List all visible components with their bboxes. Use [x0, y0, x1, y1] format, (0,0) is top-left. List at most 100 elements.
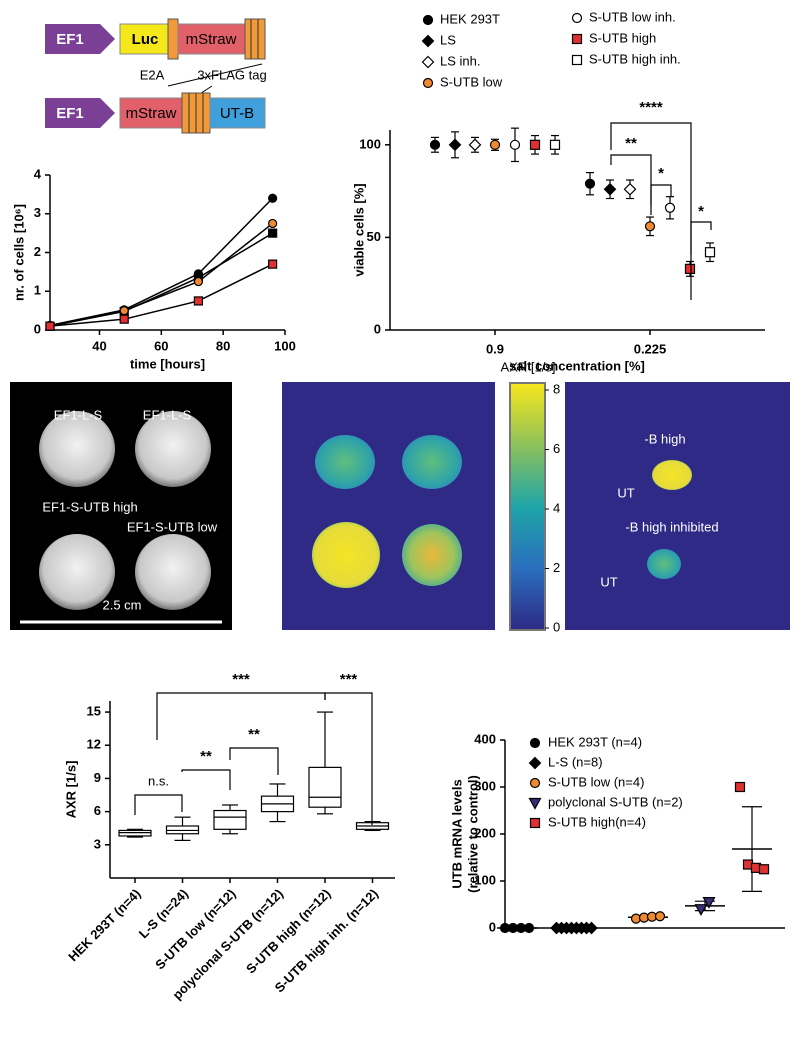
x-tick-label: 100	[274, 338, 296, 353]
x-tick-label: 40	[92, 338, 106, 353]
series-line	[49, 263, 273, 327]
promoter-arrow	[45, 24, 115, 54]
x-tick-label: 80	[216, 338, 230, 353]
y-tick-label: 15	[87, 704, 101, 719]
sample-label: EF1-S-UTB high	[42, 499, 137, 514]
image-panels: EF1-L-S EF1-L-S EF1-S-UTB high EF1-S-UTB…	[10, 359, 790, 631]
promoter-label: EF1	[56, 31, 84, 48]
significance-label: ***	[340, 671, 358, 688]
y-tick-label: 0	[34, 321, 41, 336]
y-tick-label: 200	[474, 825, 496, 840]
scale-bar-label: 2.5 cm	[102, 597, 141, 612]
y-tick-label: 2	[34, 244, 41, 259]
box	[213, 809, 247, 830]
marker	[422, 14, 434, 26]
marker	[664, 202, 676, 213]
marker	[489, 139, 501, 150]
marker	[623, 182, 637, 196]
significance-bracket	[156, 692, 326, 740]
legend-label: LS inh.	[440, 53, 480, 68]
marker	[571, 12, 583, 24]
marker	[585, 921, 598, 935]
colorbar-tick-label: 4	[553, 500, 560, 515]
y-tick-label: 9	[94, 770, 101, 785]
marker	[523, 922, 535, 934]
sample-map	[315, 435, 375, 489]
marker	[429, 139, 441, 150]
marker	[584, 178, 596, 189]
significance-bracket	[181, 769, 231, 790]
legend-label: HEK 293T	[440, 11, 500, 26]
colorbar-tick-label: 6	[553, 441, 560, 456]
significance-label: n.s.	[148, 773, 169, 788]
sample-disc	[135, 411, 211, 487]
sample-map	[402, 524, 462, 586]
legend-label: S-UTB high inh.	[589, 51, 681, 66]
marker	[734, 781, 746, 793]
y-tick-label: 0	[374, 321, 381, 336]
promoter-arrow	[45, 98, 115, 128]
colorbar-tick-label: 8	[553, 381, 560, 396]
sample-label: EF1-L-S	[143, 407, 192, 422]
map-label: UT	[617, 485, 634, 500]
marker	[421, 34, 435, 48]
x-axis-label: salt concentration [%]	[509, 358, 645, 373]
sample-map	[652, 460, 692, 490]
sample-label: EF1-S-UTB low	[127, 519, 218, 534]
marker	[268, 218, 278, 229]
marker	[268, 259, 278, 269]
significance-label: *	[698, 203, 704, 220]
colorbar	[509, 382, 546, 631]
y-tick-label: 300	[474, 778, 496, 793]
e2a-label: E2A	[140, 67, 165, 82]
significance-label: *	[658, 165, 664, 182]
marker	[528, 756, 542, 770]
series-line	[49, 197, 274, 327]
x-tick-label: 60	[154, 338, 168, 353]
legend-label: LS	[440, 32, 456, 47]
mstraw-label: mStraw	[126, 105, 177, 122]
colorbar-tick-label: 2	[553, 560, 560, 575]
map-label: -B high inhibited	[625, 519, 718, 534]
marker	[694, 904, 708, 916]
marker	[603, 182, 617, 196]
marker	[193, 276, 204, 287]
marker	[529, 817, 541, 829]
utb-label: UT-B	[220, 105, 254, 122]
marker	[684, 263, 696, 274]
marker	[468, 138, 482, 152]
significance-bracket	[610, 122, 692, 300]
axr-map	[565, 382, 790, 630]
y-tick-label: 400	[474, 731, 496, 746]
y-tick-label: 100	[474, 872, 496, 887]
marker	[119, 306, 129, 316]
marker	[529, 139, 541, 150]
marker	[549, 139, 561, 150]
marker	[702, 897, 716, 909]
sample-disc	[39, 534, 115, 610]
sample-label: EF1-L-S	[54, 407, 103, 422]
legend-label: polyclonal S-UTB (n=2)	[548, 794, 683, 809]
legend-label: HEK 293T (n=4)	[548, 734, 642, 749]
y-tick-label: 12	[87, 737, 101, 752]
x-tick-label: 0.9	[486, 341, 504, 356]
y-tick-label: 6	[94, 803, 101, 818]
flag-label: 3xFLAG tag	[197, 67, 266, 82]
marker	[193, 296, 204, 306]
e2a-box	[167, 18, 179, 60]
colorbar-tick-label: 0	[553, 619, 560, 634]
significance-label: ***	[232, 671, 250, 688]
marker	[509, 139, 521, 150]
connector	[167, 63, 263, 87]
x-axis-label: time [hours]	[130, 356, 205, 371]
utb-box	[209, 97, 266, 129]
significance-bracket	[650, 184, 672, 215]
marker	[45, 321, 55, 331]
y-tick-label: 3	[94, 836, 101, 851]
sample-map	[647, 549, 681, 579]
legend-label: S-UTB low	[440, 74, 503, 89]
y-tick-label: 3	[34, 205, 41, 220]
flag-box	[244, 18, 266, 60]
promoter-label: EF1	[56, 105, 84, 122]
